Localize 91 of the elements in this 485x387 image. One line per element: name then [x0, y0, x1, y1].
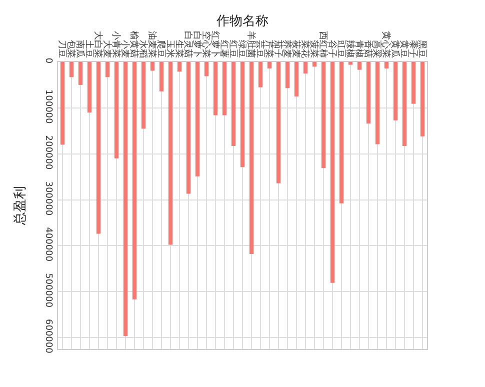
- x-tick-label: 南瓜: [74, 40, 86, 58]
- bar: [411, 62, 416, 104]
- x-tick-label: 绿豆: [236, 40, 248, 58]
- y-tick-label: 0: [43, 58, 54, 64]
- x-tick-label: 菜花: [300, 40, 311, 58]
- bar: [87, 62, 92, 113]
- bar: [294, 62, 299, 96]
- bar: [78, 62, 83, 85]
- x-tick-label: 白灵菇: [182, 30, 194, 58]
- bar: [348, 62, 353, 65]
- bar: [375, 62, 380, 144]
- x-tick-label: 羊肚菌: [246, 30, 257, 58]
- bar: [393, 62, 398, 120]
- bar: [339, 62, 344, 204]
- x-tick-label: 小青菜: [110, 30, 122, 58]
- bar: [60, 62, 65, 145]
- bar: [321, 62, 326, 168]
- bar: [285, 62, 290, 88]
- bar: [312, 62, 317, 67]
- bar: [213, 62, 218, 116]
- bar: [96, 62, 101, 234]
- bar: [177, 62, 182, 72]
- x-tick-label: 水稻: [138, 40, 149, 58]
- bar: [231, 62, 236, 146]
- x-tick-label: 茄子: [272, 40, 284, 58]
- x-tick-label: 油麦菜: [146, 30, 158, 58]
- bar: [69, 62, 74, 78]
- bar: [222, 62, 227, 116]
- x-tick-label: 菠菜: [308, 40, 320, 58]
- x-tick-label: 辣椒: [344, 40, 356, 58]
- x-tick-label: 黍子: [408, 40, 419, 58]
- bar: [150, 62, 155, 71]
- bar: [123, 62, 128, 336]
- bar: [276, 62, 281, 184]
- bar: [105, 62, 110, 78]
- x-tick-label: 榆黄菇: [128, 30, 140, 58]
- bar: [132, 62, 137, 300]
- x-tick-label: 大麦: [102, 40, 113, 58]
- bar: [330, 62, 335, 283]
- x-tick-label: 黄瓜: [390, 40, 401, 58]
- y-axis-title: 总盈利: [13, 186, 28, 226]
- x-tick-label: 香菇: [362, 40, 374, 58]
- x-tick-label: 红豆: [228, 40, 239, 58]
- x-tick-label: 芸豆: [254, 40, 266, 58]
- x-tick-label: 黑豆: [416, 40, 428, 58]
- bar: [159, 62, 164, 92]
- x-tick-label: 黄心菜: [380, 30, 392, 58]
- x-tick-label: 红薯: [218, 40, 230, 58]
- x-tick-label: 爬豆: [156, 40, 167, 58]
- x-tick-label: 莜麦: [290, 40, 302, 58]
- x-tick-label: 豇豆: [336, 40, 347, 58]
- y-tick-label: 100000: [43, 89, 54, 124]
- bar: [204, 62, 209, 76]
- bar: [240, 62, 245, 168]
- bar: [366, 62, 371, 124]
- x-tick-label: 西红柿: [318, 30, 329, 58]
- x-tick-label: 芹菜: [264, 40, 275, 58]
- x-tick-label: 谷子: [326, 40, 338, 58]
- y-tick-label: 300000: [43, 181, 54, 216]
- bar: [303, 62, 308, 74]
- bar: [114, 62, 119, 158]
- x-tick-label: 空心菜: [200, 30, 212, 58]
- x-tick-label: 白萝卜: [192, 30, 203, 58]
- x-tick-label: 土豆: [84, 40, 95, 58]
- bar: [267, 62, 272, 68]
- x-tick-label: 包菜: [66, 40, 77, 58]
- bar: [141, 62, 146, 129]
- x-tick-label: 红萝卜: [210, 30, 221, 58]
- bar: [195, 62, 200, 176]
- x-tick-label: 玉米: [164, 40, 176, 58]
- x-axis-title: 作物名称: [216, 14, 268, 29]
- y-tick-label: 500000: [43, 273, 54, 308]
- x-tick-label: 小麦: [120, 40, 131, 58]
- y-tick-label: 600000: [43, 318, 54, 354]
- bar: [258, 62, 263, 88]
- bar: [168, 62, 173, 245]
- bar: [249, 62, 254, 254]
- bar: [384, 62, 389, 68]
- bar: [402, 62, 407, 146]
- x-tick-label: 生菜: [174, 40, 185, 58]
- bar: [186, 62, 191, 194]
- y-tick-label: 200000: [43, 135, 54, 170]
- bar: [420, 62, 425, 136]
- bar: [357, 62, 362, 70]
- x-tick-label: 刀豆: [56, 40, 68, 58]
- x-tick-label: 大白菜: [92, 30, 104, 58]
- x-tick-label: 黄豆: [398, 40, 410, 58]
- x-tick-label: 青椒: [354, 40, 365, 58]
- x-tick-label: 荞麦: [282, 40, 293, 58]
- x-tick-label: 高粱: [372, 40, 383, 58]
- y-tick-label: 400000: [43, 227, 54, 262]
